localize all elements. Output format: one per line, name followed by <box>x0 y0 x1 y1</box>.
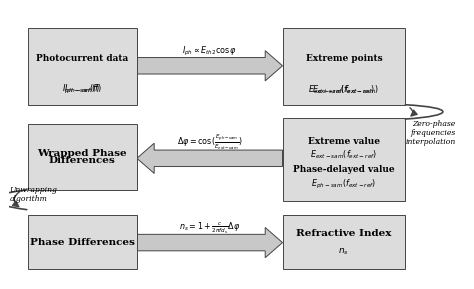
Polygon shape <box>137 143 283 173</box>
Polygon shape <box>137 51 283 81</box>
Text: Zero-phase
frequencies
interpolation: Zero-phase frequencies interpolation <box>405 120 456 146</box>
Text: $E_{ext-ref}(f_{ext-ref})$: $E_{ext-ref}(f_{ext-ref})$ <box>312 83 375 96</box>
Text: Phase-delayed value: Phase-delayed value <box>293 165 395 174</box>
Text: Extreme value: Extreme value <box>308 137 380 146</box>
FancyBboxPatch shape <box>283 28 405 105</box>
Text: $E_{ph-sam}(f_{ext-ref})$: $E_{ph-sam}(f_{ext-ref})$ <box>311 178 376 191</box>
FancyBboxPatch shape <box>283 118 405 201</box>
FancyBboxPatch shape <box>283 214 405 269</box>
Polygon shape <box>137 227 283 258</box>
Text: $n_s=1+\frac{c}{2\pi fd_s}\Delta\varphi$: $n_s=1+\frac{c}{2\pi fd_s}\Delta\varphi$ <box>179 220 240 236</box>
Text: $E_{ext-sam}(f_{ext-ref})$: $E_{ext-sam}(f_{ext-ref})$ <box>310 149 377 161</box>
Text: Unwrapping
algorithm: Unwrapping algorithm <box>9 186 57 203</box>
FancyArrowPatch shape <box>13 191 20 207</box>
Text: Wrapped Phase: Wrapped Phase <box>37 149 127 158</box>
FancyArrowPatch shape <box>410 108 417 116</box>
Text: Phase Differences: Phase Differences <box>30 238 135 247</box>
Text: $I_{ph-sam}(f)$: $I_{ph-sam}(f)$ <box>62 83 102 96</box>
Text: Refractive Index: Refractive Index <box>296 229 392 238</box>
Text: $E_{ext-sam}(f_{ext-sam})$: $E_{ext-sam}(f_{ext-sam})$ <box>309 83 380 96</box>
Text: $n_s$: $n_s$ <box>338 247 349 257</box>
Text: Differences: Differences <box>49 156 116 165</box>
Text: Photocurrent data: Photocurrent data <box>36 54 128 63</box>
Text: $I_{ph}\propto E_{th2}\cos\varphi$: $I_{ph}\propto E_{th2}\cos\varphi$ <box>182 45 237 58</box>
FancyArrowPatch shape <box>405 105 443 119</box>
Text: $I_{ph-ref}(f)$: $I_{ph-ref}(f)$ <box>64 83 100 96</box>
FancyArrowPatch shape <box>0 190 27 210</box>
FancyBboxPatch shape <box>27 124 137 190</box>
FancyBboxPatch shape <box>27 214 137 269</box>
FancyBboxPatch shape <box>27 28 137 105</box>
Text: Extreme points: Extreme points <box>306 54 382 63</box>
Text: $\Delta\varphi=\cos(\frac{E_{ph-sam}}{E_{ext-sam}})$: $\Delta\varphi=\cos(\frac{E_{ph-sam}}{E_… <box>177 133 243 152</box>
